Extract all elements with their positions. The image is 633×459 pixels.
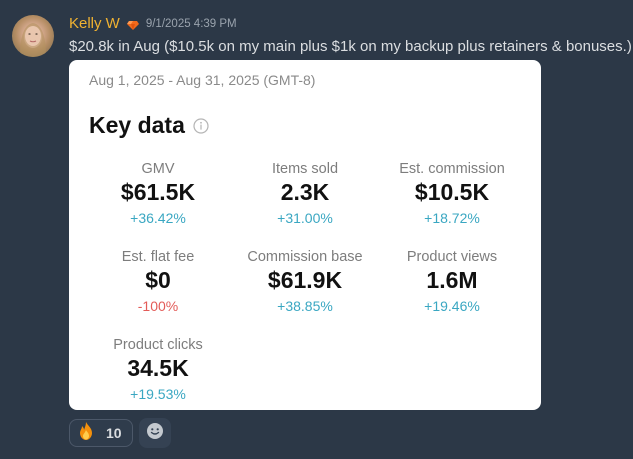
author-name[interactable]: Kelly W [69,15,120,32]
reaction-count: 10 [106,425,122,441]
add-reaction-button[interactable] [138,418,171,448]
orange-gem-icon [126,18,139,30]
reaction-fire[interactable]: 10 [69,419,133,447]
metric-commission-base: Commission base $61.9K +38.85% [247,249,363,314]
message-text: $20.8k in Aug ($10.5k on my main plus $1… [69,38,632,55]
metric-est-flat-fee: Est. flat fee $0 -100% [121,249,195,314]
metric-gmv: GMV $61.5K +36.42% [120,161,196,226]
key-data-screenshot[interactable]: Aug 1, 2025 - Aug 31, 2025 (GMT-8) Key d… [69,60,541,410]
card-title: Key data [89,112,185,138]
metric-product-clicks: Product clicks 34.5K +19.53% [113,337,203,402]
metric-product-views: Product views 1.6M +19.46% [406,249,498,314]
message-header: Kelly W 9/1/2025 4:39 PM [69,15,237,32]
smiley-add-reaction-icon [146,422,164,445]
metric-items-sold: Items sold 2.3K +31.00% [271,161,339,226]
fire-icon [76,421,96,446]
metric-est-commission: Est. commission $10.5K +18.72% [399,161,505,226]
timestamp: 9/1/2025 4:39 PM [145,17,237,30]
info-icon [193,117,209,134]
reactions-bar: 10 [69,418,171,448]
date-range: Aug 1, 2025 - Aug 31, 2025 (GMT-8) [89,72,316,88]
avatar[interactable] [12,15,54,57]
